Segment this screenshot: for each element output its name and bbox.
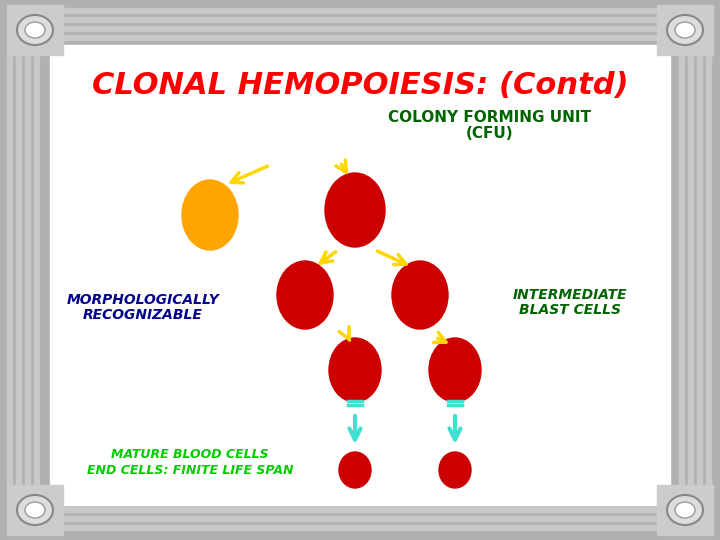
Text: END CELLS: FINITE LIFE SPAN: END CELLS: FINITE LIFE SPAN xyxy=(86,463,293,476)
Bar xyxy=(55,516,665,521)
Bar xyxy=(55,525,665,530)
Text: BLAST CELLS: BLAST CELLS xyxy=(519,303,621,317)
Ellipse shape xyxy=(667,15,703,45)
Bar xyxy=(55,507,665,512)
Bar xyxy=(55,498,665,503)
Ellipse shape xyxy=(182,180,238,250)
Text: COLONY FORMING UNIT: COLONY FORMING UNIT xyxy=(389,111,592,125)
Ellipse shape xyxy=(277,261,333,329)
Bar xyxy=(55,35,665,40)
Ellipse shape xyxy=(439,452,471,488)
Ellipse shape xyxy=(325,173,385,247)
Bar xyxy=(7,485,63,535)
Bar xyxy=(679,55,684,485)
Bar xyxy=(55,17,665,22)
Bar xyxy=(657,5,713,55)
Bar xyxy=(16,55,21,485)
Bar xyxy=(55,8,665,13)
Ellipse shape xyxy=(675,502,695,518)
Ellipse shape xyxy=(329,338,381,402)
Bar xyxy=(657,485,713,535)
Bar xyxy=(688,55,693,485)
Ellipse shape xyxy=(339,452,371,488)
Ellipse shape xyxy=(392,261,448,329)
Ellipse shape xyxy=(17,15,53,45)
Bar xyxy=(35,55,39,485)
Ellipse shape xyxy=(675,22,695,38)
Bar xyxy=(25,55,30,485)
Bar xyxy=(50,45,670,505)
Ellipse shape xyxy=(429,338,481,402)
Bar xyxy=(697,55,702,485)
Text: INTERMEDIATE: INTERMEDIATE xyxy=(513,288,627,302)
Text: RECOGNIZABLE: RECOGNIZABLE xyxy=(83,308,203,322)
Bar xyxy=(7,5,63,55)
Text: (CFU): (CFU) xyxy=(466,125,514,140)
Ellipse shape xyxy=(25,22,45,38)
Bar xyxy=(7,55,12,485)
Text: MATURE BLOOD CELLS: MATURE BLOOD CELLS xyxy=(111,449,269,462)
Ellipse shape xyxy=(17,495,53,525)
Text: CLONAL HEMOPOIESIS: (Contd): CLONAL HEMOPOIESIS: (Contd) xyxy=(91,71,629,99)
Ellipse shape xyxy=(667,495,703,525)
Ellipse shape xyxy=(25,502,45,518)
Bar xyxy=(55,26,665,31)
Text: MORPHOLOGICALLY: MORPHOLOGICALLY xyxy=(67,293,220,307)
Bar xyxy=(706,55,711,485)
